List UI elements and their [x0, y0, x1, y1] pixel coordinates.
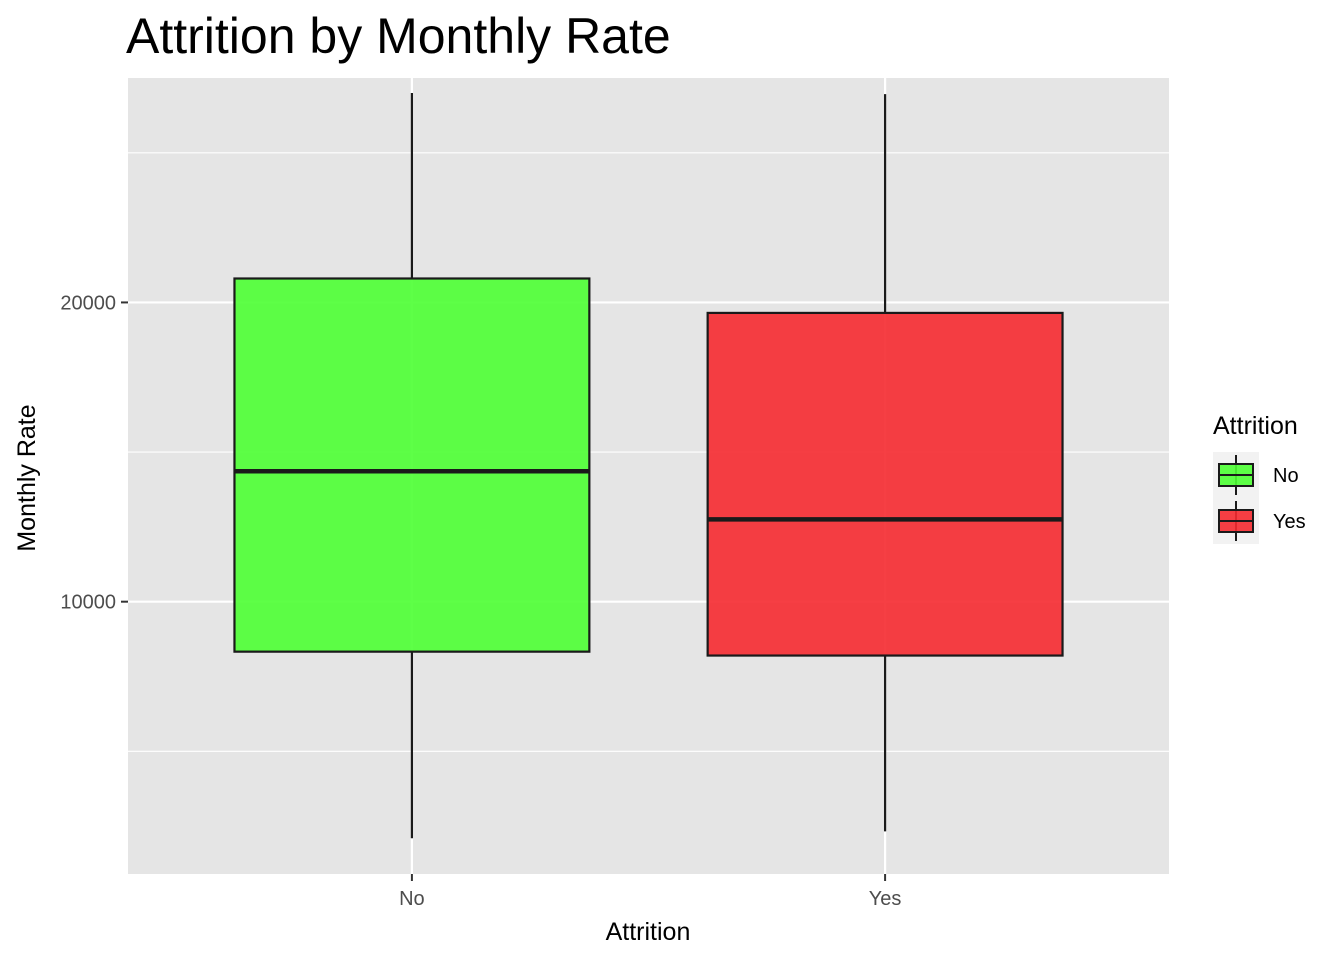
legend-label: No — [1273, 465, 1299, 487]
x-axis-title: Attrition — [606, 918, 691, 946]
box-iqr — [706, 311, 1064, 657]
box-layer — [233, 92, 1064, 839]
legend: Attrition No Yes — [1213, 412, 1306, 544]
chart-title: Attrition by Monthly Rate — [126, 8, 671, 64]
y-axis-title: Monthly Rate — [13, 404, 41, 551]
box-group-yes — [706, 94, 1064, 832]
box-iqr — [233, 277, 591, 653]
legend-label: Yes — [1273, 511, 1306, 533]
legend-item-no: No — [1213, 452, 1299, 498]
axes: 10000 20000 No Yes — [60, 292, 901, 910]
y-tick-label: 20000 — [60, 292, 116, 314]
x-tick-label: Yes — [869, 888, 902, 910]
box-group-no — [233, 92, 591, 839]
y-tick-label: 10000 — [60, 592, 116, 614]
x-tick-label: No — [399, 888, 425, 910]
legend-title: Attrition — [1213, 412, 1298, 440]
legend-item-yes: Yes — [1213, 498, 1306, 544]
